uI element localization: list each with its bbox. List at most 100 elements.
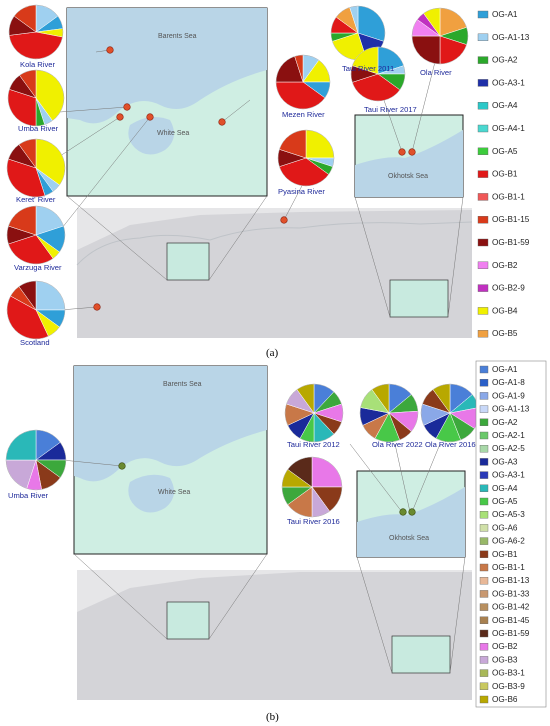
legend-swatch [477,307,489,315]
zoom-a-west-sea [67,8,267,124]
legend-label: OG-A6 [492,523,518,532]
legend-label: OG-A5-3 [492,510,525,519]
sea-label-barents-b: Barents Sea [163,381,202,388]
panel-a: Barents Sea White Sea Okhotsk Sea [6,4,530,359]
legend-label: OG-A3-1 [492,78,525,87]
legend-swatch [479,616,489,624]
legend-swatch [477,10,489,19]
label-pyasina-river: Pyasina River [278,187,325,196]
pie-slice [8,31,63,60]
pie-keret [6,138,66,198]
label-b-umba-river: Umba River [8,491,49,500]
legend-label: OG-B3 [492,655,518,664]
label-taui-2011: Taui River 2011 [342,64,394,73]
legend-label: OG-A4-1 [492,124,525,133]
legend-swatch [477,215,489,224]
map-a-landmass [77,210,472,338]
legend-swatch [479,656,489,664]
label-kola-river: Kola River [20,60,55,69]
label-b-ola-2016: Ola River 2016 [425,440,476,449]
pie-outline [284,383,344,443]
pie-slice [35,280,66,311]
legend-label: OG-B1-33 [492,589,530,598]
legend-label: OG-B6 [492,695,518,704]
pie-b-taui-2012 [284,383,344,443]
marker-mezen [218,118,226,126]
legend-swatch [477,124,489,133]
legend-swatch [479,563,489,572]
legend-label: OG-A3 [492,457,518,466]
legend-label: OG-A2-5 [492,444,525,453]
legend-label: OG-A1-13 [492,405,530,414]
marker-kola [106,46,114,54]
label-mezen-river: Mezen River [282,110,325,119]
pie-b-umba [5,429,67,491]
legend-swatch [479,537,489,545]
zoom-a-white-sea [128,116,174,155]
label-taui-2017: Taui River 2017 [364,105,417,114]
marker-b-umba [118,462,126,470]
legend-swatch [479,365,489,374]
legend-swatch [479,431,489,440]
legend-swatch [477,238,489,247]
legend-swatch [479,471,489,479]
legend-label: OG-B1-1 [492,192,525,201]
legend-swatch [479,458,489,466]
legend-swatch [479,643,489,651]
legend-swatch [477,330,489,338]
pie-taui-2017 [350,46,406,102]
map-b-inset-box-west [166,601,210,640]
map-a-inset-box-west [166,242,210,281]
pies-a [6,4,469,340]
map-a-coast [76,221,473,266]
marker-b-taui [399,508,407,516]
sea-label-okhotsk-b: Okhotsk Sea [389,535,429,542]
pies-b [5,383,480,518]
legend-label: OG-A2 [492,56,518,65]
panel-label-b: (b) [266,711,279,723]
legend-label: OG-B1-42 [492,603,530,612]
map-b-inset-box-east [391,635,451,674]
panel-b: Barents Sea White Sea Okhotsk Sea Umba R… [5,360,547,723]
legend-swatch [479,603,489,611]
legend-label: OG-A1-13 [492,33,530,42]
pie-taui-2011 [330,5,386,61]
marker-ola [408,148,416,156]
legend-swatch [477,170,489,178]
sea-label-white-b: White Sea [158,489,190,496]
legend-swatch [479,577,489,585]
pie-pyasina [277,129,335,187]
pie-outline [5,429,67,491]
pie-umba [7,69,65,127]
zoom-a-east-sea [355,130,463,197]
pie-outline [6,205,66,265]
label-varzuga-river: Varzuga River [14,263,62,272]
legend-label: OG-B2 [492,642,518,651]
legend-swatch [477,147,489,156]
pie-slice [5,429,37,461]
pie-kola [8,4,64,60]
legend-label: OG-B2-9 [492,284,525,293]
zoom-b-east-sea [357,487,465,557]
legend-swatch [477,79,489,87]
legend-label: OG-A2-1 [492,431,525,440]
label-b-taui-2012: Taui River 2012 [287,440,340,449]
legend-label: OG-A3-1 [492,471,525,480]
legend-label: OG-B1-1 [492,563,525,572]
legend-label: OG-B1-59 [492,629,530,638]
legend-label: OG-B4 [492,306,518,315]
pie-outline [411,7,469,65]
legend-b: OG-A1 OG-A1-8 OG-A1-9 OG-A1-13 OG-A2 OG-A2-1 O… [475,360,547,708]
legend-label: OG-B5 [492,329,518,338]
legend-label: OG-B1-45 [492,616,530,625]
pie-outline [277,129,335,187]
legend-swatch [479,418,489,426]
pie-varzuga [6,205,66,265]
legend-swatch [479,669,489,677]
legend-swatch [479,445,489,453]
legend-a: OG-A1 OG-A1-13 OG-A2 OG-A3-1 OG-A4 OG-A4-1 OG-… [477,10,530,338]
marker-b-ola [408,508,416,516]
legend-label: OG-B1 [492,550,518,559]
pie-b-ola-2016 [420,383,480,443]
pie-b-ola-2022 [359,383,419,443]
